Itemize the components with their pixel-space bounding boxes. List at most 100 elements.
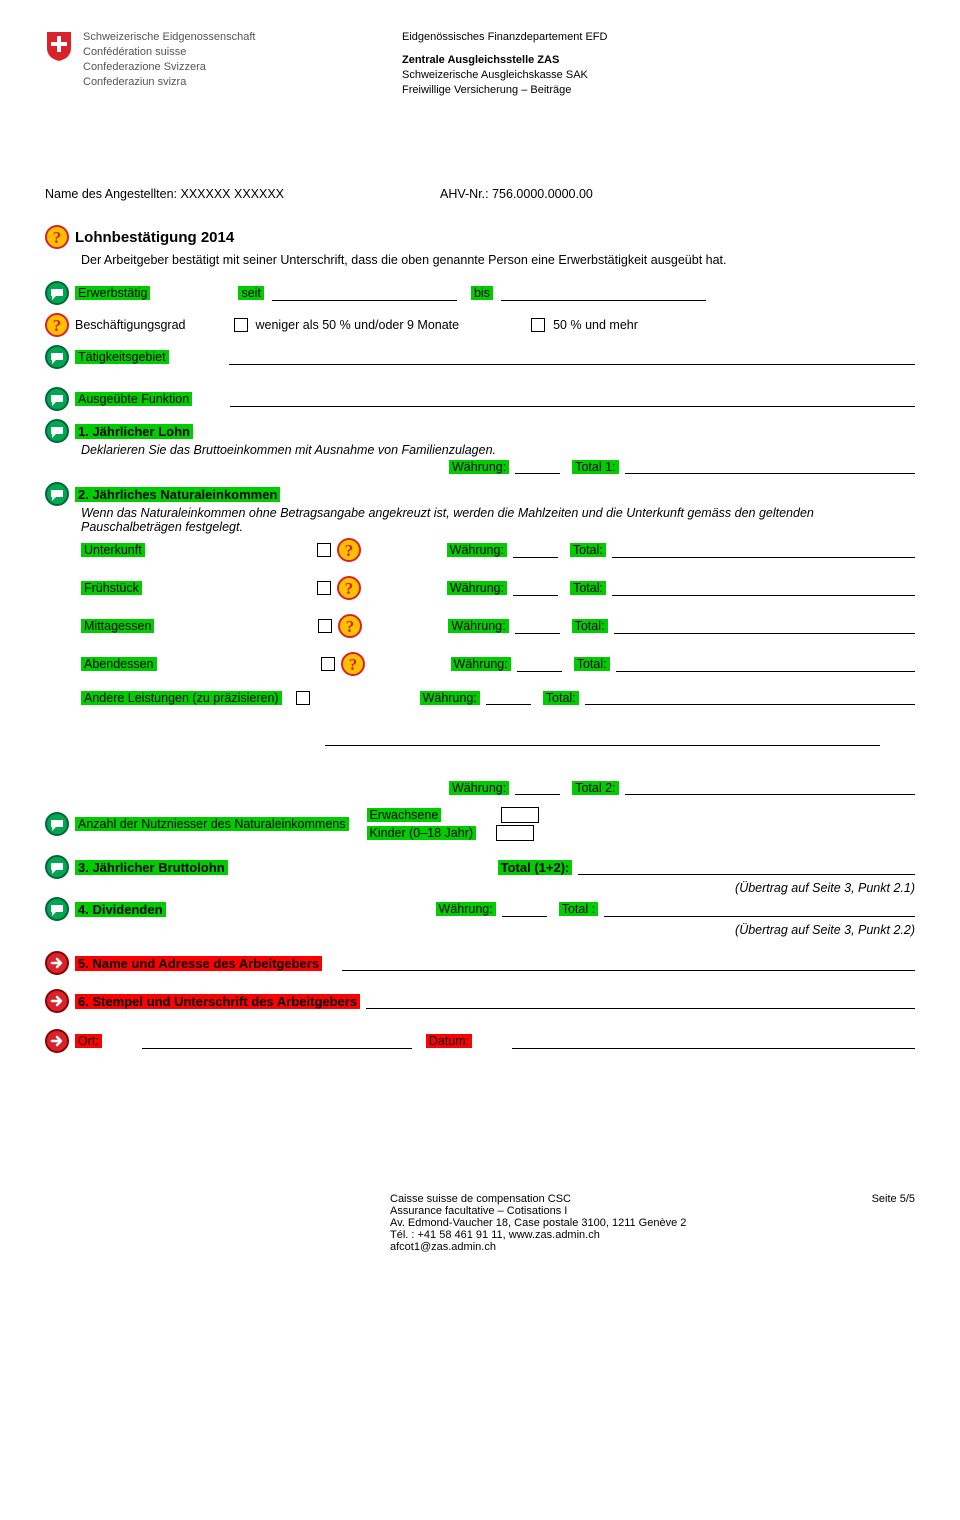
ort-label: Ort: [75, 1034, 102, 1048]
dept-line: Freiwillige Versicherung – Beiträge [402, 83, 607, 98]
s2-wahr2-label: Währung: [449, 781, 509, 795]
s1-wahr-input[interactable] [515, 459, 560, 474]
mittag-label: Mittagessen [81, 619, 154, 633]
comment-icon[interactable] [45, 812, 69, 836]
footer-line: Av. Edmond-Vaucher 18, Case postale 3100… [390, 1217, 915, 1229]
kind-count-input[interactable] [496, 825, 534, 841]
nutz-label: Anzahl der Nutzniesser des Naturaleinkom… [75, 817, 349, 831]
s1-tot-label: Total 1: [572, 460, 618, 474]
wahr-label: Währung: [447, 581, 507, 595]
s4-tot-input[interactable] [604, 902, 915, 917]
s1-tot-input[interactable] [625, 459, 915, 474]
section4-head: 4. Dividenden [75, 902, 166, 917]
taetigkeit-label: Tätigkeitsgebiet [75, 350, 169, 364]
org-line: Confederazione Svizzera [83, 60, 255, 75]
tot-input[interactable] [616, 657, 915, 672]
dept-line: Schweizerische Ausgleichskasse SAK [402, 68, 607, 83]
wahr-input[interactable] [515, 619, 560, 634]
wahr-label: Währung: [420, 691, 480, 705]
org-line: Confederaziun svizra [83, 75, 255, 90]
comment-icon[interactable] [45, 387, 69, 411]
fruh-checkbox[interactable] [317, 581, 331, 595]
besch-opt1-checkbox[interactable] [234, 318, 248, 332]
page-header: Schweizerische Eidgenossenschaft Confédé… [45, 30, 915, 97]
s5-input[interactable] [342, 956, 915, 971]
wahr-label: Währung: [448, 619, 508, 633]
besch-label: Beschäftigungsgrad [75, 318, 186, 332]
andere-label: Andere Leistungen (zu präzisieren) [81, 691, 282, 705]
tot-label: Total: [574, 657, 610, 671]
wahr-label: Währung: [447, 543, 507, 557]
wahr-input[interactable] [513, 581, 558, 596]
employee-name: Name des Angestellten: XXXXXX XXXXXX [45, 187, 440, 201]
help-icon[interactable] [45, 225, 69, 249]
tot-input[interactable] [612, 543, 915, 558]
comment-icon[interactable] [45, 345, 69, 369]
section2-sub: Wenn das Naturaleinkommen ohne Betragsan… [81, 506, 915, 534]
help-icon[interactable] [337, 538, 361, 562]
comment-icon[interactable] [45, 482, 69, 506]
s6-input[interactable] [366, 994, 915, 1009]
s4-tot-label: Total : [559, 902, 598, 916]
org-line: Confédération suisse [83, 45, 255, 60]
s4-wahr-input[interactable] [502, 902, 547, 917]
dept-line: Zentrale Ausgleichsstelle ZAS [402, 53, 607, 68]
help-icon[interactable] [341, 652, 365, 676]
abend-checkbox[interactable] [321, 657, 335, 671]
s3-tot-label: Total (1+2): [498, 860, 573, 875]
section3-head: 3. Jährlicher Bruttolohn [75, 860, 228, 875]
s1-wahr-label: Währung: [449, 460, 509, 474]
tot-input[interactable] [614, 619, 916, 634]
mittag-checkbox[interactable] [318, 619, 332, 633]
bis-label: bis [471, 286, 493, 300]
wahr-input[interactable] [486, 690, 531, 705]
arrow-icon[interactable] [45, 951, 69, 975]
s2-tot2-input[interactable] [625, 780, 915, 795]
org-line: Schweizerische Eidgenossenschaft [83, 30, 255, 45]
s3-tot-input[interactable] [578, 860, 915, 875]
datum-label: Datum: [426, 1034, 472, 1048]
unterkunft-checkbox[interactable] [317, 543, 331, 557]
ort-input[interactable] [142, 1034, 412, 1049]
comment-icon[interactable] [45, 419, 69, 443]
seit-input[interactable] [272, 286, 457, 301]
help-icon[interactable] [337, 576, 361, 600]
s3-note: (Übertrag auf Seite 3, Punkt 2.1) [45, 881, 915, 895]
comment-icon[interactable] [45, 897, 69, 921]
s4-wahr-label: Währung: [436, 902, 496, 916]
s4-note: (Übertrag auf Seite 3, Punkt 2.2) [45, 923, 915, 937]
help-icon[interactable] [338, 614, 362, 638]
page-number: Seite 5/5 [872, 1193, 915, 1205]
tot-input[interactable] [612, 581, 915, 596]
ahv-number: AHV-Nr.: 756.0000.0000.00 [440, 187, 593, 201]
fruh-label: Frühstück [81, 581, 142, 595]
datum-input[interactable] [512, 1034, 915, 1049]
comment-icon[interactable] [45, 855, 69, 879]
help-icon[interactable] [45, 313, 69, 337]
section1-head: 1. Jährlicher Lohn [75, 424, 193, 439]
comment-icon[interactable] [45, 281, 69, 305]
erw-count-input[interactable] [501, 807, 539, 823]
arrow-icon[interactable] [45, 1029, 69, 1053]
funktion-input[interactable] [230, 392, 915, 407]
s2-wahr2-input[interactable] [515, 780, 560, 795]
tot-input[interactable] [585, 690, 915, 705]
wahr-input[interactable] [513, 543, 558, 558]
erw-label: Erwachsene [367, 808, 442, 822]
kind-label: Kinder (0–18 Jahr) [367, 826, 477, 840]
bis-input[interactable] [501, 286, 706, 301]
footer-line: afcot1@zas.admin.ch [390, 1241, 915, 1253]
s2-tot2-label: Total 2: [572, 781, 618, 795]
besch-opt2-checkbox[interactable] [531, 318, 545, 332]
besch-opt1-text: weniger als 50 % und/oder 9 Monate [256, 318, 460, 332]
arrow-icon[interactable] [45, 989, 69, 1013]
swiss-coat-of-arms-icon [45, 30, 73, 97]
section5-head: 5. Name und Adresse des Arbeitgebers [75, 956, 322, 971]
andere-checkbox[interactable] [296, 691, 310, 705]
tot-label: Total: [570, 543, 606, 557]
dept-line: Eidgenössisches Finanzdepartement EFD [402, 30, 607, 45]
abend-label: Abendessen [81, 657, 157, 671]
wahr-input[interactable] [517, 657, 562, 672]
andere-detail-input[interactable] [325, 731, 880, 746]
taetigkeit-input[interactable] [229, 350, 915, 365]
